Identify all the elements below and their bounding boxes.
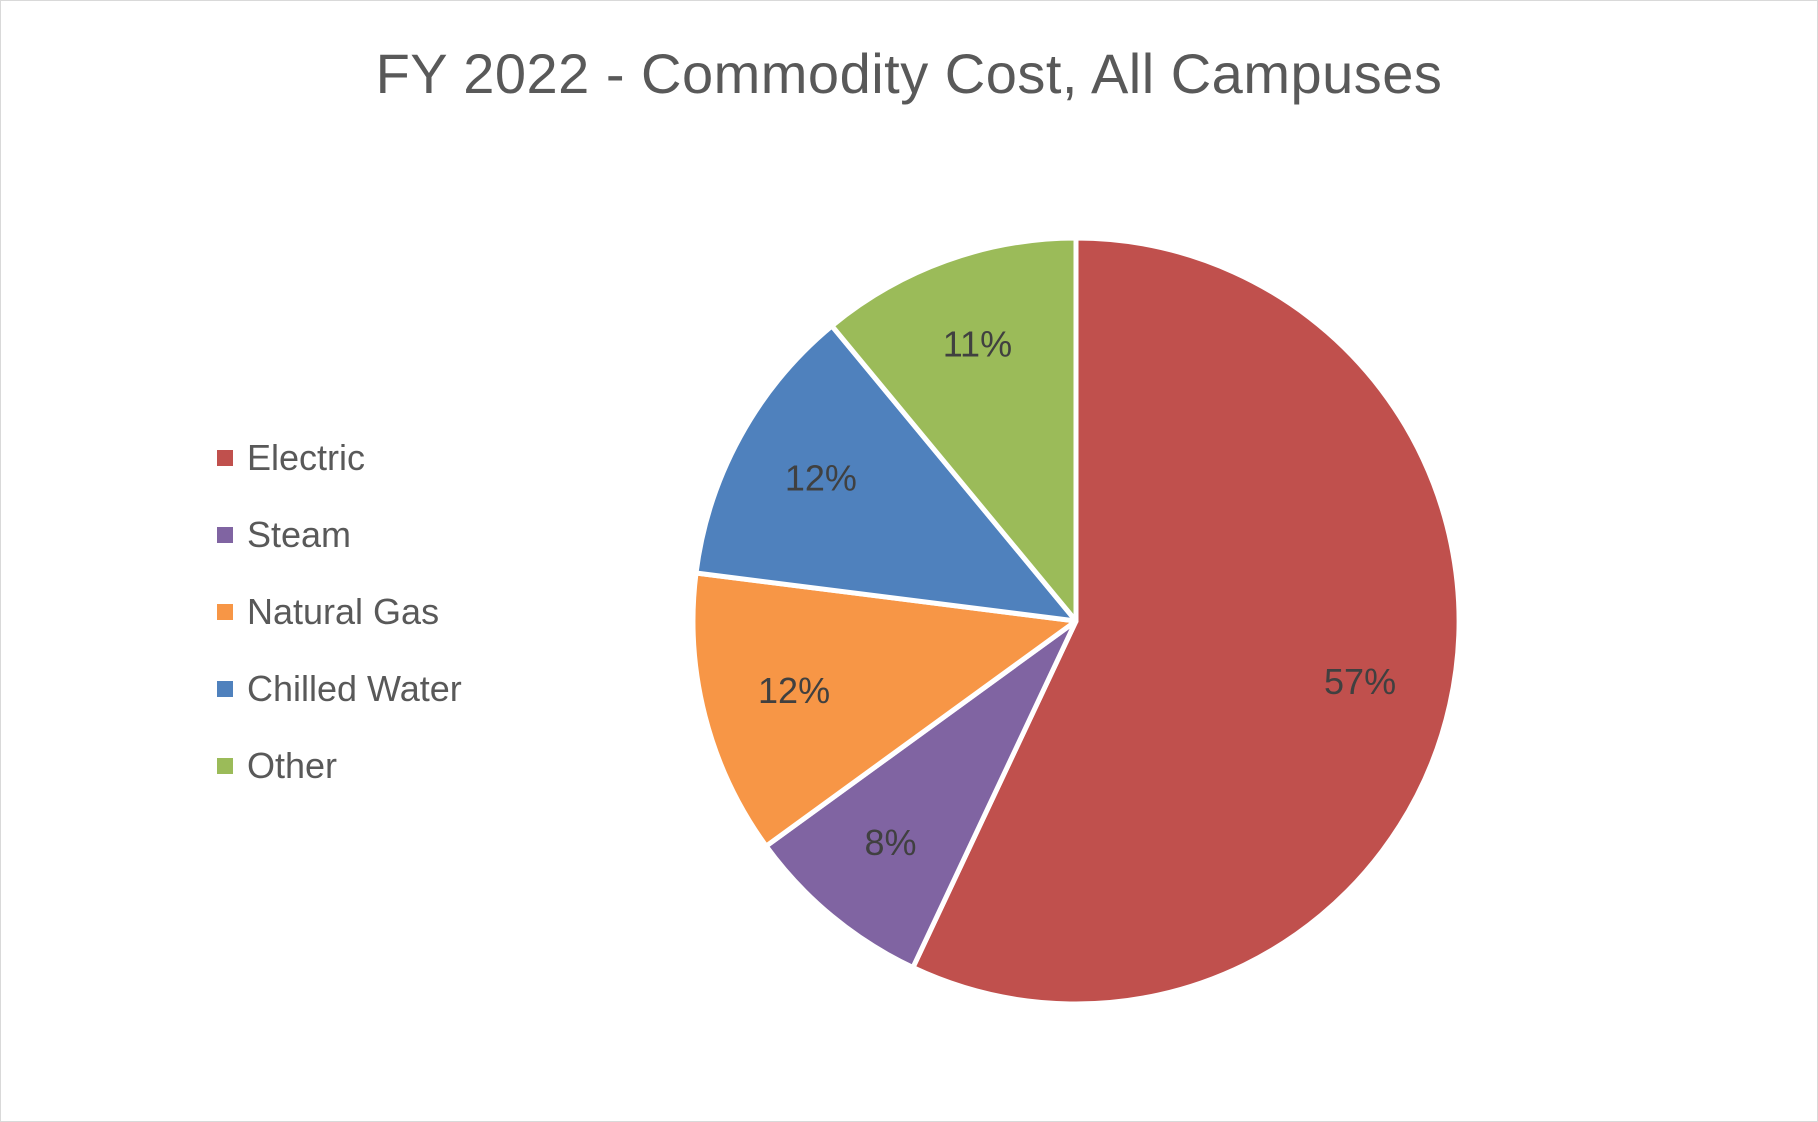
legend-swatch: [217, 603, 233, 620]
legend-item-steam: Steam: [217, 496, 462, 573]
pie-slice-electric: [910, 235, 1462, 1007]
legend-label: Steam: [247, 513, 352, 555]
data-label-natural-gas: 12%: [758, 670, 830, 711]
data-label-chilled-water: 12%: [785, 457, 857, 498]
pie-slice-other: [829, 235, 1079, 624]
legend-item-other: Other: [217, 727, 462, 804]
legend-label: Natural Gas: [247, 590, 440, 632]
pie-slice-chilled-water: [693, 323, 1079, 624]
legend-label: Chilled Water: [247, 667, 462, 709]
data-label-other: 11%: [943, 324, 1012, 365]
data-label-steam: 8%: [864, 822, 916, 863]
pie-slice-natural-gas: [690, 570, 1079, 849]
legend-item-electric: Electric: [217, 419, 462, 496]
legend: Electric Steam Natural Gas Chilled Water Oth…: [217, 419, 462, 804]
legend-label: Other: [247, 744, 338, 786]
legend-swatch: [217, 526, 233, 543]
legend-swatch: [217, 757, 233, 774]
legend-item-chilled-water: Chilled Water: [217, 650, 462, 727]
data-label-electric: 57%: [1324, 661, 1396, 702]
legend-label: Electric: [247, 436, 366, 478]
chart-title: FY 2022 - Commodity Cost, All Campuses: [375, 42, 1443, 105]
legend-item-natural-gas: Natural Gas: [217, 573, 462, 650]
legend-swatch: [217, 449, 233, 466]
legend-swatch: [217, 680, 233, 697]
pie-slice-steam: [763, 618, 1079, 971]
